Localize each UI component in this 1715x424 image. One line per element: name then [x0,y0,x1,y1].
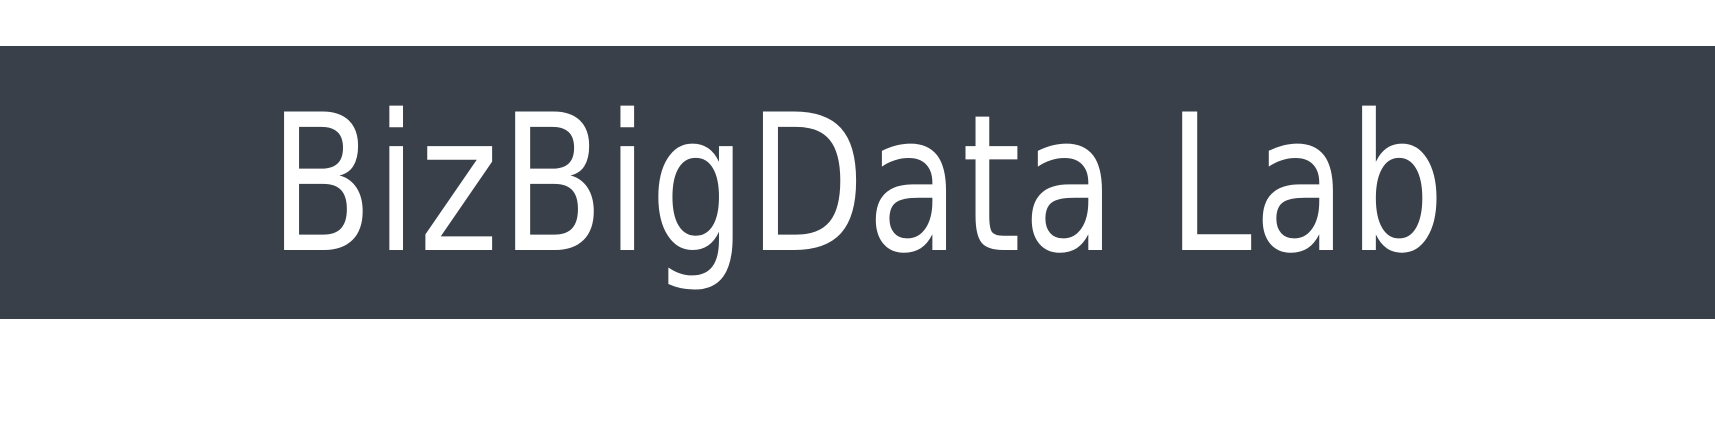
title-banner: BizBigData Lab [0,46,1715,319]
banner-title: BizBigData Lab [268,73,1447,295]
